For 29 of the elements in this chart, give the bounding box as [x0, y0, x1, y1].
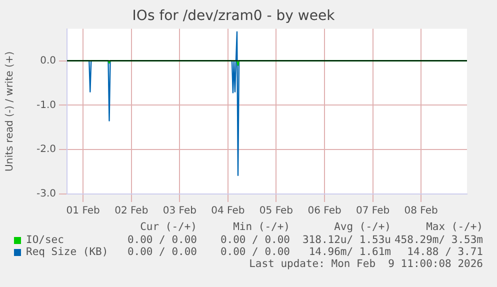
y-tick-label: -1.0 [36, 100, 56, 111]
y-tick-label: 0.0 [40, 55, 56, 66]
text: 14.88 / 3.71 [407, 246, 483, 258]
text: 0.00 / 0.00 [220, 246, 290, 258]
x-tick-label: 02 Feb [114, 206, 148, 217]
text: 0.00 / 0.00 [127, 246, 197, 258]
text: Last update: Mon Feb 9 11:00:08 2026 [249, 258, 483, 270]
text: 0.00 / 0.00 [127, 234, 197, 246]
x-tick-label: 08 Feb [404, 206, 438, 217]
legend-label: IO/sec [26, 234, 64, 246]
text: Min (-/+) [233, 221, 290, 233]
x-tick-label: 07 Feb [356, 206, 390, 217]
x-tick-label: 01 Feb [66, 206, 100, 217]
text: 14.96m/ 1.61m [308, 246, 391, 258]
x-tick-label: 04 Feb [211, 206, 245, 217]
text: 458.29m/ 3.53m [394, 234, 483, 246]
text: 0.00 / 0.00 [220, 234, 290, 246]
text: Cur (-/+) [140, 221, 197, 233]
text: 318.12u/ 1.53u [302, 234, 391, 246]
text: Avg (-/+) [334, 221, 391, 233]
chart-title: IOs for /dev/zram0 - by week [132, 8, 336, 24]
x-tick-label: 06 Feb [308, 206, 342, 217]
legend-label: Req Size (KB) [26, 246, 108, 258]
text: Max (-/+) [426, 221, 483, 233]
y-tick-label: -3.0 [36, 188, 56, 200]
y-axis-title: Units read (-) / write (+) [4, 51, 16, 172]
x-tick-label: 05 Feb [259, 206, 294, 217]
y-tick-label: -2.0 [36, 144, 56, 156]
x-tick-label: 03 Feb [162, 206, 196, 217]
